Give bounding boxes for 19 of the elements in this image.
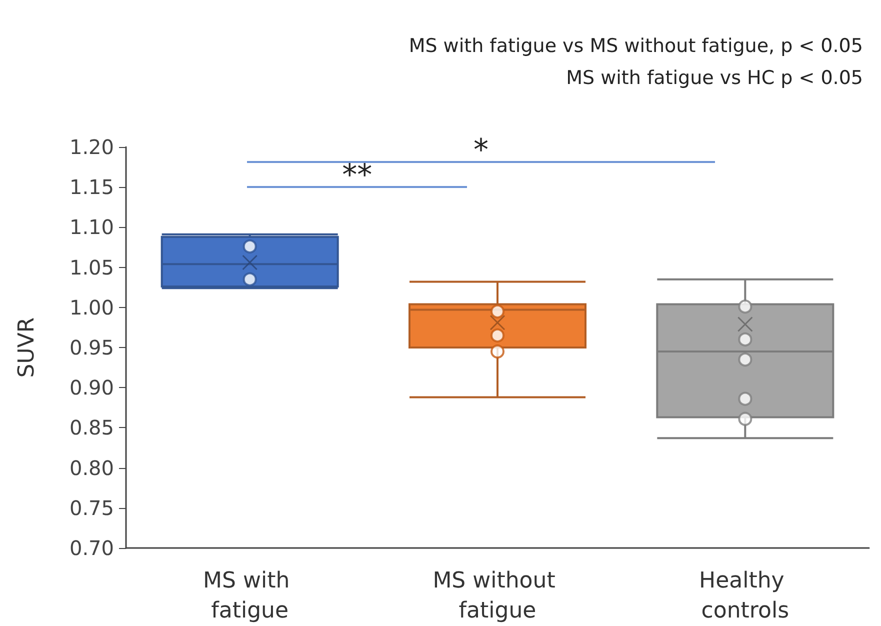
y-tick-label: 0.70 <box>69 536 114 560</box>
y-tick-label: 0.80 <box>69 456 114 480</box>
y-tick-label: 1.05 <box>69 255 114 280</box>
y-tick-label: 0.95 <box>69 336 114 360</box>
text: MS with fatigue vs MS without fatigue, p < 0.05 <box>408 34 863 59</box>
x-tick-label: MS with fatigue <box>203 568 297 624</box>
x-tick-label: MS without fatigue <box>432 568 562 624</box>
annotation: ** <box>341 156 374 193</box>
y-tick-label: 1.10 <box>69 215 114 240</box>
y-tick-label: 1.15 <box>69 175 114 200</box>
text: MS with fatigue vs HC p < 0.05 <box>565 66 863 91</box>
y-tick-label: 1.20 <box>69 135 114 159</box>
annotation: * <box>473 133 488 168</box>
y-tick-label: 1.00 <box>69 295 114 320</box>
y-axis-title: SUVR <box>14 317 40 378</box>
y-tick-label: 0.90 <box>69 376 114 400</box>
y-tick-label: 0.85 <box>69 416 114 440</box>
y-tick-label: 0.75 <box>69 496 114 520</box>
x-tick-label: Healthy controls <box>699 568 792 624</box>
